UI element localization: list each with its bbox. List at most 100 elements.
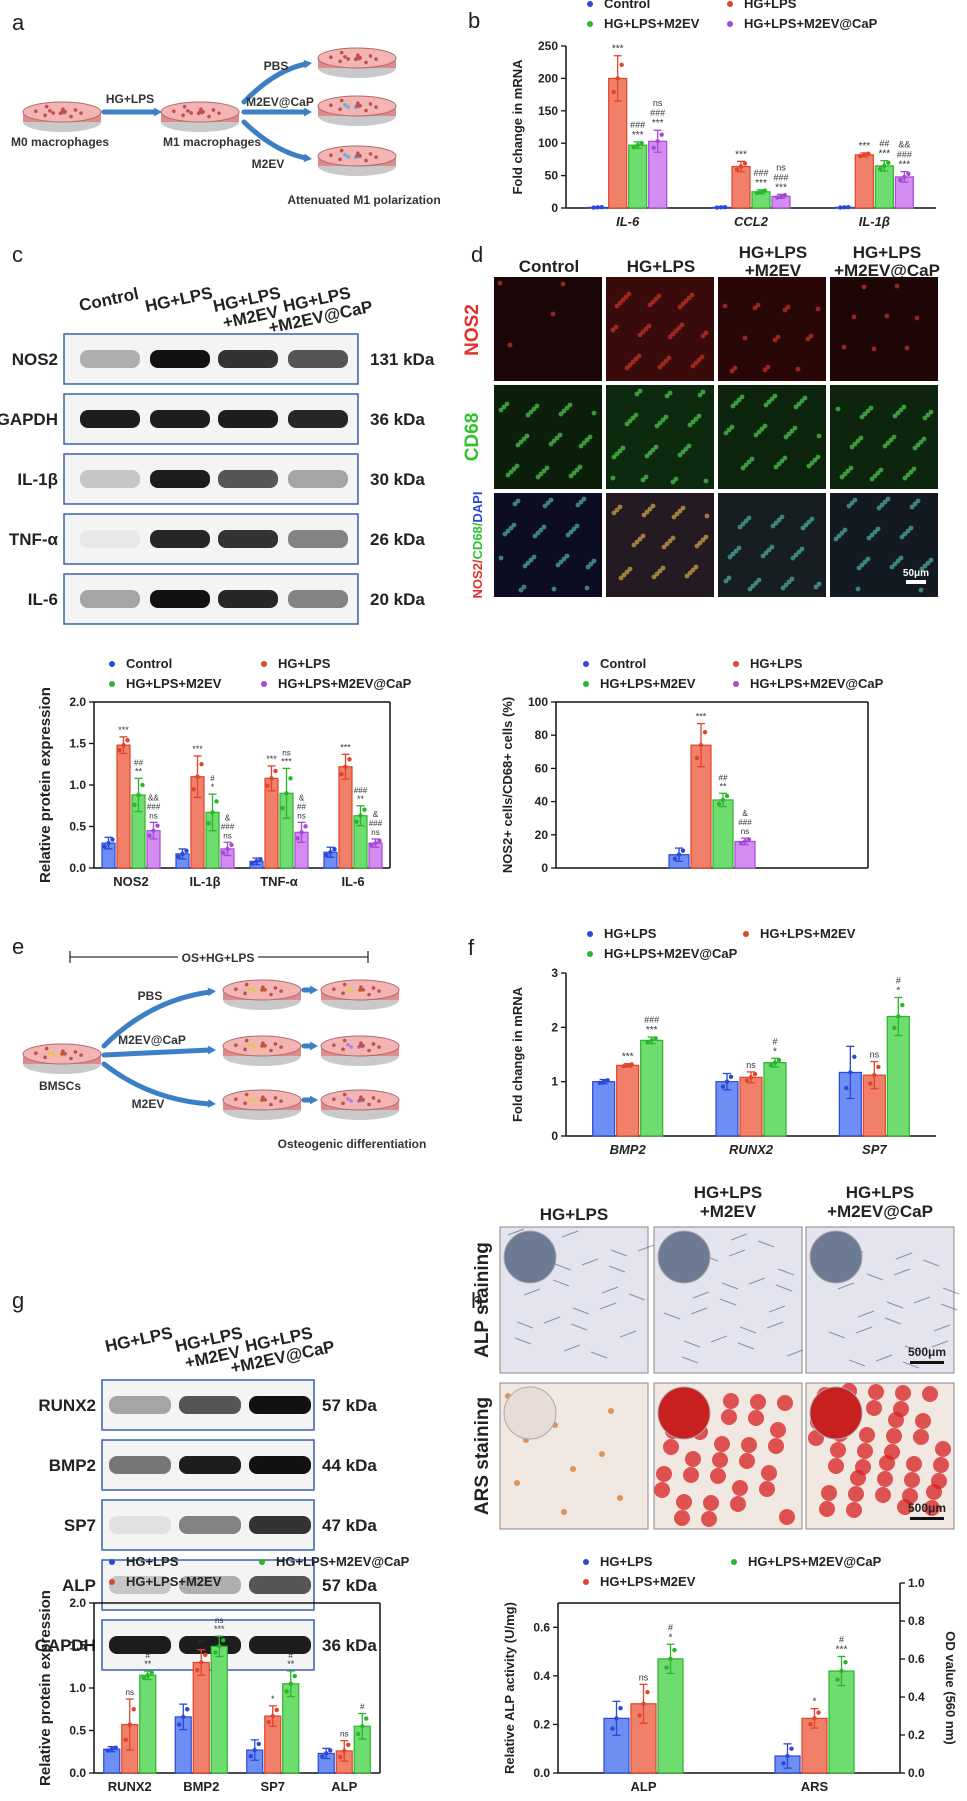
data-point [782, 192, 788, 198]
y-tick-label: 250 [538, 39, 558, 53]
cell-dot [51, 1053, 55, 1057]
band-name: SP7 [64, 1516, 96, 1535]
micrograph-tile [606, 385, 714, 489]
cell-spot [637, 388, 643, 394]
cell-spot [737, 524, 743, 530]
data-point [614, 1716, 619, 1721]
cell-dot [343, 103, 347, 107]
cell-spot [729, 368, 735, 374]
bar [657, 1658, 684, 1774]
fiber [940, 1303, 958, 1311]
cell-spot [855, 438, 861, 444]
band-name: NOS2 [12, 350, 58, 369]
data-point [872, 1072, 877, 1078]
blot-band [150, 350, 210, 368]
data-point [722, 204, 728, 210]
cell-dot [377, 989, 381, 993]
cell-spot [730, 551, 736, 557]
data-point [102, 844, 107, 849]
cell-spot [769, 544, 775, 550]
cell-spot [644, 453, 650, 459]
data-point [886, 160, 891, 165]
stain-spot [676, 1494, 692, 1510]
cell-spot [766, 547, 772, 553]
significance-mark: # [896, 975, 901, 985]
cell-spot [654, 571, 660, 577]
fiber [690, 1307, 708, 1315]
cell-spot [704, 513, 710, 519]
data-point [210, 810, 215, 815]
cell-spot [620, 445, 626, 451]
cell-spot [856, 565, 862, 571]
cell-spot [584, 585, 590, 591]
cell-spot [852, 497, 858, 503]
panel-label-d: d [471, 242, 483, 267]
cell-dot [248, 1097, 252, 1101]
cell-spot [614, 303, 620, 309]
arrow-pbs [241, 61, 309, 105]
lane-label: HG+LPS [143, 283, 214, 316]
blot-band [179, 1516, 241, 1534]
lane-label: Control [77, 284, 140, 315]
chart-c: 0.0 0.5 1.0 1.5 2.0 Relative protein expressi… [37, 656, 412, 889]
significance-mark: ### [630, 120, 645, 130]
data-point [324, 853, 329, 858]
data-point [878, 166, 883, 172]
stain-col-label: HG+LPS +M2EV [694, 1183, 763, 1221]
data-point [303, 824, 308, 829]
significance-mark: ns [340, 1730, 348, 1739]
cell-dot [368, 102, 373, 106]
cell-dot [269, 992, 273, 997]
cell-spot [637, 332, 643, 338]
cell-spot [525, 560, 531, 566]
y-tick-label: 0.2 [533, 1717, 550, 1731]
cell-spot [858, 435, 864, 441]
band-name: RUNX2 [38, 1396, 96, 1415]
data-point [672, 1647, 677, 1653]
blot-band [218, 590, 278, 608]
row-label-nos2: NOS2 [462, 304, 483, 356]
data-point [768, 1063, 774, 1068]
cell-spot [696, 357, 702, 363]
stain-spot [654, 1482, 670, 1498]
y2-axis-label: OD value (560 nm) [943, 1631, 958, 1744]
data-point [808, 1721, 813, 1727]
fiber [543, 1316, 561, 1324]
fiber [516, 1321, 534, 1329]
y-axis-label: Fold change in mRNA [510, 59, 525, 195]
cell-spot [766, 399, 772, 405]
cell-spot [793, 552, 799, 558]
fiber [931, 1340, 949, 1348]
cell-spot [610, 327, 616, 333]
significance-mark: && [898, 140, 910, 150]
cell-spot [700, 389, 706, 395]
fiber [904, 1345, 922, 1353]
fiber [739, 1326, 757, 1334]
cell-spot [689, 292, 695, 298]
category-label: IL-6 [341, 874, 364, 889]
stain-spot [779, 1509, 795, 1525]
cell-spot [918, 587, 924, 593]
cell-spot [567, 402, 573, 408]
cell-spot [736, 397, 742, 403]
stain-spot [561, 1509, 567, 1515]
legend-entry: HG+LPS+M2EV [600, 676, 696, 691]
y-tick-label: 0.5 [69, 820, 86, 834]
legend-entry: HG+LPS [750, 656, 803, 671]
bar [731, 165, 751, 209]
data-point [720, 797, 726, 803]
cell-spot [813, 584, 819, 590]
cell-spot [548, 497, 554, 503]
cell-dot [248, 1043, 252, 1047]
significance-mark: ## [719, 773, 728, 782]
data-point [645, 1689, 650, 1695]
band-kda: 57 kDa [322, 1576, 377, 1595]
legend-marker [733, 661, 739, 667]
cell-spot [919, 566, 925, 572]
arrow-hglps-head [154, 107, 162, 117]
cell-dot [260, 1044, 264, 1048]
legend-entry: HG+LPS+M2EV [126, 676, 222, 691]
cell-spot [773, 520, 779, 526]
data-point [898, 177, 903, 183]
stain-spot [703, 1495, 719, 1511]
